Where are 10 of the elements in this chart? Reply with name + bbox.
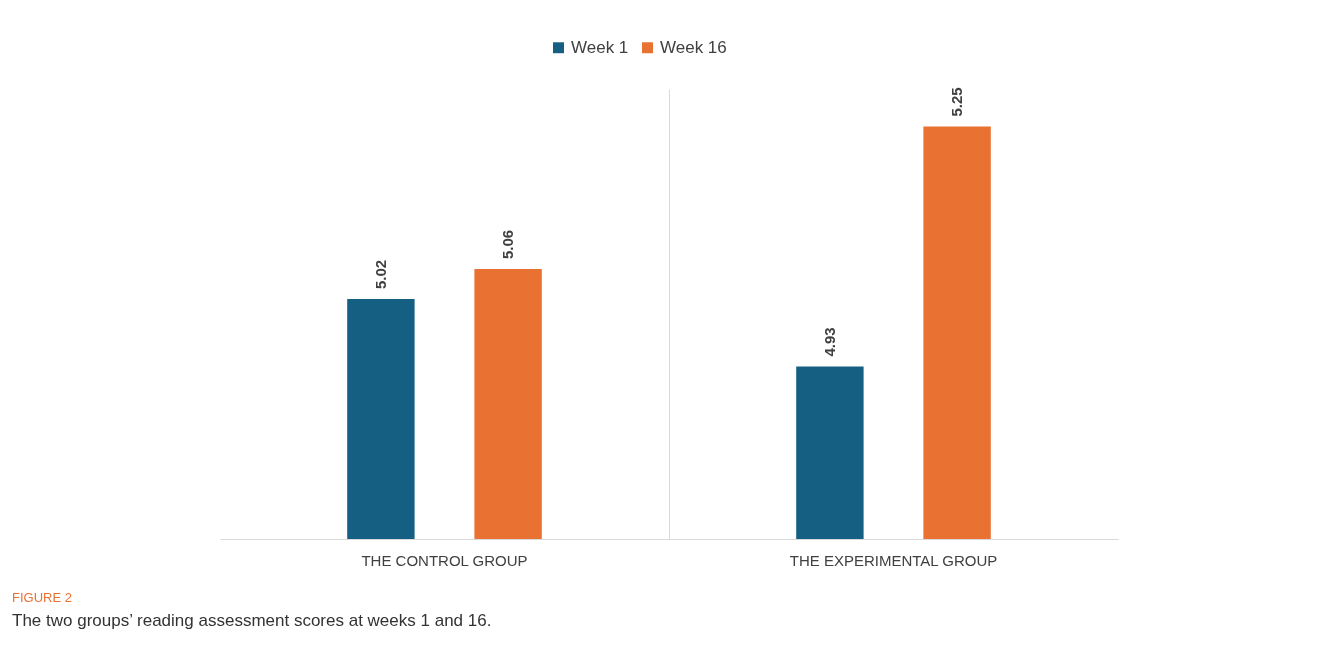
x-tick-label: THE CONTROL GROUP	[361, 551, 528, 569]
data-label: 5.02	[371, 259, 389, 289]
text: The two groups’ reading assessment scores at weeks 1 and 16.	[12, 611, 492, 631]
data-label: 4.93	[820, 327, 838, 357]
data-label: 5.25	[948, 87, 966, 117]
caption: FIGURE 2	[12, 590, 73, 605]
x-tick-label: THE EXPERIMENTAL GROUP	[789, 551, 998, 569]
data-label: 5.06	[499, 229, 517, 259]
legend-label: Week 1	[571, 37, 629, 57]
legend-label: Week 16	[660, 37, 727, 57]
